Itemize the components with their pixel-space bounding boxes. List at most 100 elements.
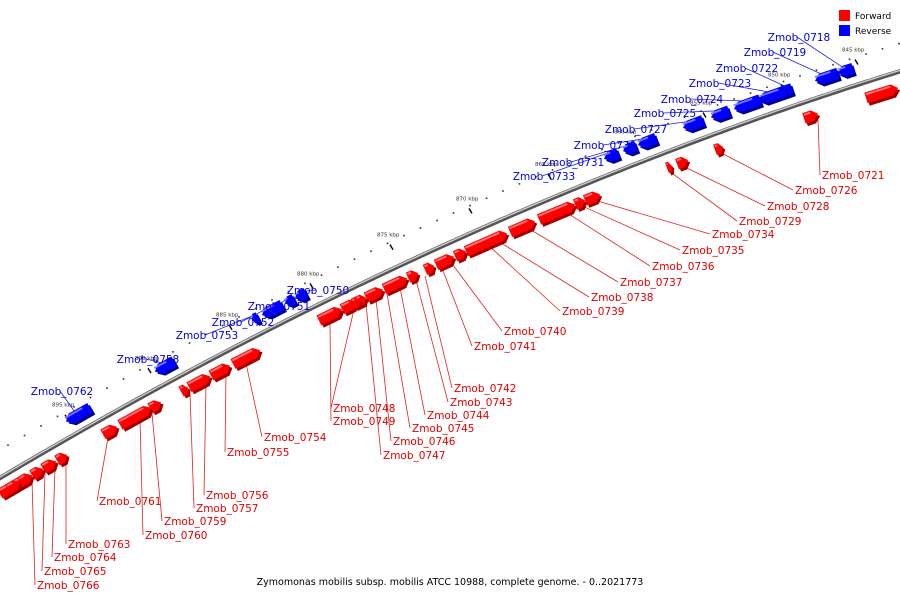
track-dot: [881, 47, 884, 50]
leader-Zmob_0731: [570, 144, 629, 163]
gene-arrow-Zmob_0728: [675, 156, 691, 172]
gene-label-Zmob_0719: Zmob_0719: [744, 47, 806, 59]
leader-Zmob_0739: [489, 246, 561, 312]
leader-Zmob_0744: [399, 287, 426, 416]
leader-Zmob_0728: [684, 166, 766, 207]
leader-Zmob_0760: [139, 419, 144, 536]
track-dot: [733, 98, 735, 100]
gene-arrow-Zmob_0752: [260, 299, 287, 320]
gene-arrow-Zmob_0759: [147, 400, 164, 416]
kbp-tick: [547, 173, 552, 180]
gene-label-Zmob_0754: Zmob_0754: [264, 432, 327, 444]
genome-backbone: [0, 68, 900, 481]
track-dot: [815, 69, 818, 72]
gene-arrow-Zmob_0750: [293, 287, 311, 303]
kbp-label: 855 kbp: [690, 100, 713, 106]
gene-label-Zmob_0722: Zmob_0722: [716, 63, 778, 75]
track-dot: [716, 104, 719, 106]
leader-Zmob_0737: [529, 229, 619, 283]
gene-label-Zmob_0752: Zmob_0752: [212, 317, 274, 329]
gene-label-Zmob_0733: Zmob_0733: [513, 171, 575, 183]
gene-label-Zmob_0766: Zmob_0766: [37, 580, 100, 592]
gene-label-Zmob_0749: Zmob_0749: [333, 416, 395, 428]
legend-forward-swatch: [839, 10, 850, 21]
leader-Zmob_0725: [662, 110, 719, 114]
track-dot: [386, 242, 389, 245]
gene-arrow-Zmob_0744: [363, 287, 386, 305]
gene-arrow-Zmob_0729: [665, 161, 675, 176]
gene-label-Zmob_0751: Zmob_0751: [248, 301, 310, 313]
track-dot: [502, 190, 504, 192]
leader-Zmob_0735: [583, 206, 681, 251]
gene-label-Zmob_0764: Zmob_0764: [54, 552, 117, 564]
kbp-tick: [309, 283, 314, 289]
leader-Zmob_0736: [567, 213, 651, 267]
legend: Forward Reverse: [839, 10, 892, 37]
gene-label-Zmob_0739: Zmob_0739: [562, 306, 624, 318]
kbp-tick: [702, 112, 707, 118]
track-dot: [122, 378, 125, 380]
gene-label-Zmob_0731: Zmob_0731: [542, 157, 604, 169]
track-dot: [188, 342, 191, 344]
track-dot: [535, 176, 537, 178]
leader-Zmob_0759: [151, 413, 163, 522]
gene-label-Zmob_0721: Zmob_0721: [822, 170, 884, 182]
gene-label-Zmob_0763: Zmob_0763: [68, 539, 130, 551]
gene-arrow-Zmob_0765: [29, 466, 46, 482]
kbp-label: 885 kbp: [216, 313, 239, 319]
leader-Zmob_0747: [365, 303, 382, 456]
leader-Zmob_0734: [597, 200, 711, 235]
track-dot: [799, 75, 801, 77]
gene-label-Zmob_0743: Zmob_0743: [450, 397, 512, 409]
leader-Zmob_0743: [415, 279, 449, 403]
kbp-label: 895 kbp: [52, 403, 75, 409]
track-dot: [832, 63, 834, 66]
kbp-label: 875 kbp: [377, 233, 400, 239]
gene-label-Zmob_0745: Zmob_0745: [412, 423, 474, 435]
kbp-tick: [854, 59, 859, 65]
track-dot: [485, 197, 488, 200]
gene-arrow-Zmob_0730: [637, 133, 661, 151]
track-dot: [370, 250, 372, 253]
gene-label-Zmob_0729: Zmob_0729: [739, 216, 801, 228]
gene-label-Zmob_0725: Zmob_0725: [634, 108, 696, 120]
track-dot: [782, 80, 785, 83]
kbp-label: 865 kbp: [535, 162, 558, 168]
gene-label-Zmob_0760: Zmob_0760: [145, 530, 207, 542]
track-dot: [139, 369, 141, 371]
gene-label-Zmob_0741: Zmob_0741: [474, 341, 536, 353]
gene-arrow-Zmob_0742: [405, 270, 421, 285]
gene-arrow-Zmob_0721: [802, 110, 821, 127]
track-dot: [436, 219, 438, 222]
genome-caption: Zymomonas mobilis subsp. mobilis ATCC 10…: [256, 577, 644, 588]
track-dot: [584, 155, 587, 158]
gene-label-Zmob_0730: Zmob_0730: [574, 140, 636, 152]
gene-arrow-Zmob_0756: [186, 374, 213, 395]
gene-label-Zmob_0726: Zmob_0726: [795, 185, 858, 197]
leader-Zmob_0729: [670, 172, 738, 222]
gene-arrows: [0, 62, 900, 501]
track-dot: [73, 406, 75, 408]
leader-Zmob_0722: [744, 67, 787, 87]
track-dot: [634, 135, 636, 138]
gene-arrow-Zmob_0723: [758, 85, 790, 106]
gene-label-Zmob_0759: Zmob_0759: [164, 516, 226, 528]
track-dot: [667, 122, 669, 125]
leader-Zmob_0749: [329, 321, 332, 422]
gene-arrow-Zmob_0762: [64, 402, 96, 426]
gene-arrow-Zmob_0736: [536, 201, 578, 227]
gene-arrow-Zmob_0745: [354, 294, 369, 310]
gene-arrow-Zmob_0749: [316, 307, 344, 328]
gene-arrow-Zmob_0737: [507, 218, 538, 240]
gene-arrow-Zmob_0738: [463, 230, 510, 259]
leader-Zmob_0727: [633, 120, 691, 130]
track-dot: [23, 434, 26, 437]
leader-Zmob_0765: [41, 473, 46, 572]
gene-label-Zmob_0762: Zmob_0762: [31, 386, 93, 398]
kbp-tick: [147, 367, 152, 374]
gene-arrow-Zmob_0718: [837, 62, 857, 79]
gene-arrow-Zmob_0743: [381, 275, 410, 297]
track-dot: [568, 162, 570, 164]
gene-label-Zmob_0737: Zmob_0737: [620, 277, 682, 289]
gene-label-Zmob_0750: Zmob_0750: [287, 285, 349, 297]
